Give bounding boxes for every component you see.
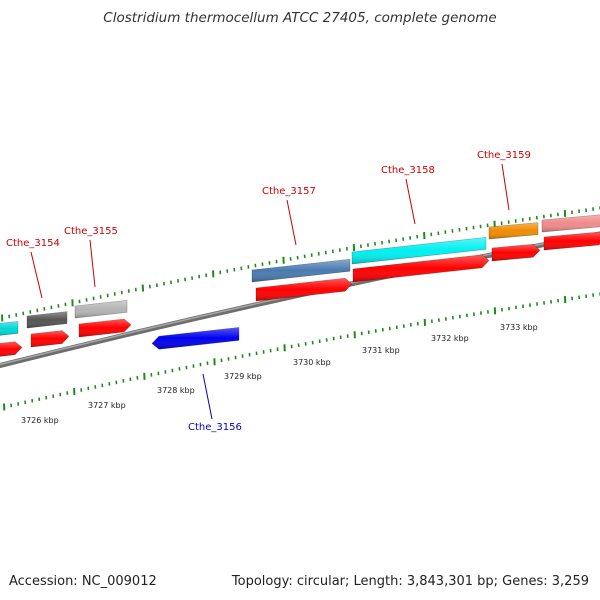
lower-scale-ticks bbox=[3, 292, 600, 411]
scale-label: 3726 kbp bbox=[21, 416, 59, 425]
gene-arrow-shade bbox=[492, 244, 540, 261]
scale-label: 3732 kbp bbox=[431, 334, 469, 343]
upper-scale-ticks bbox=[1, 206, 600, 322]
feature-block-shade bbox=[27, 311, 67, 328]
scale-label: 3730 kbp bbox=[293, 358, 331, 367]
feature-block-shade bbox=[489, 222, 538, 239]
scale-label: 3733 kbp bbox=[500, 323, 538, 332]
feature-block-shade bbox=[542, 214, 600, 232]
gene-label-line bbox=[286, 199, 297, 246]
gene-arrow-shade bbox=[353, 254, 489, 282]
feature-block-shade bbox=[0, 321, 18, 336]
gene-arrow-shade bbox=[0, 341, 22, 357]
gene-arrow-shade bbox=[544, 232, 600, 250]
gene-arrow-shade bbox=[79, 319, 131, 337]
gene-track bbox=[0, 231, 600, 357]
scale-label: 3731 kbp bbox=[362, 346, 400, 355]
gene-label: Cthe_3157 bbox=[262, 186, 316, 197]
gene-label-lines bbox=[30, 163, 510, 420]
gene-label-line bbox=[89, 239, 96, 288]
map-title: Clostridium thermocellum ATCC 27405, com… bbox=[103, 10, 497, 26]
gene-arrow-shade bbox=[152, 327, 239, 350]
topology-text: Topology: circular; Length: 3,843,301 bp… bbox=[231, 574, 589, 589]
gene-label: Cthe_3159 bbox=[477, 150, 531, 161]
feature-block-shade bbox=[75, 300, 127, 318]
gene-label: Cthe_3155 bbox=[64, 226, 118, 237]
gene-arrow-shade bbox=[31, 330, 69, 347]
gene-label-line bbox=[501, 163, 510, 211]
gene-label-line bbox=[405, 178, 416, 225]
gene-arrow-shade bbox=[256, 278, 352, 301]
gene-label-line bbox=[30, 251, 43, 299]
scale-label: 3727 kbp bbox=[88, 401, 126, 410]
gene-label-line bbox=[202, 373, 213, 420]
gene-labels: Cthe_3154 Cthe_3155 Cthe_3156 Cthe_3157 Cthe… bbox=[6, 150, 531, 433]
gene-label: Cthe_3154 bbox=[6, 238, 60, 249]
feature-block-shade bbox=[352, 237, 486, 264]
gene-label: Cthe_3158 bbox=[381, 165, 435, 176]
scale-labels: 3726 kbp 3727 kbp 3728 kbp 3729 kbp 3730 kbp… bbox=[21, 323, 538, 425]
feature-block-shade bbox=[252, 259, 350, 282]
gene-label: Cthe_3156 bbox=[188, 422, 242, 433]
scale-label: 3729 kbp bbox=[224, 372, 262, 381]
feature-track bbox=[0, 214, 600, 336]
accession-text: Accession: NC_009012 bbox=[9, 574, 157, 589]
scale-label: 3728 kbp bbox=[157, 386, 195, 395]
